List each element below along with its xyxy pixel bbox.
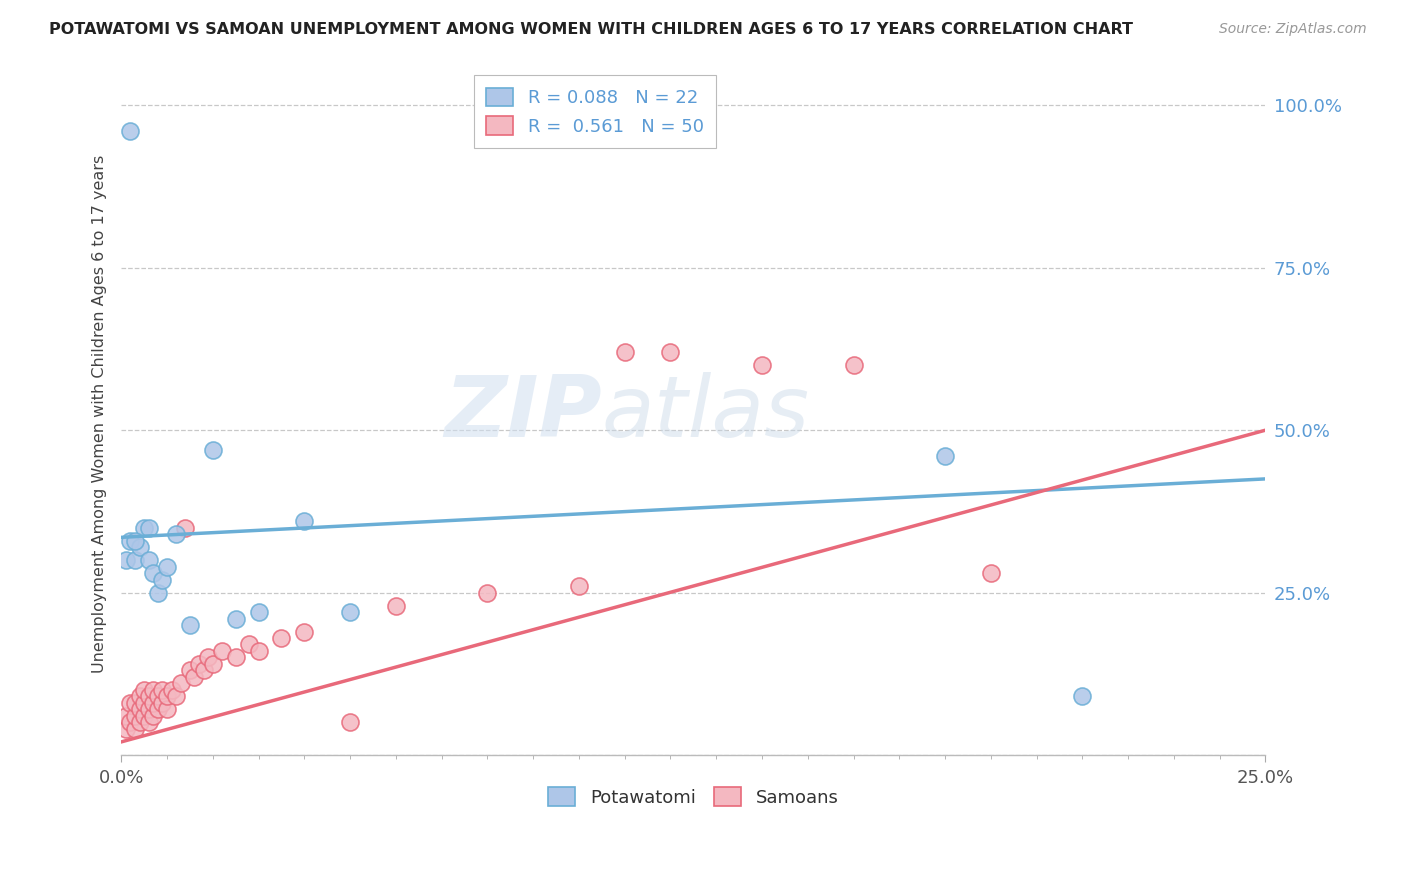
Point bbox=[385, 599, 408, 613]
Point bbox=[201, 657, 224, 671]
Point bbox=[174, 520, 197, 534]
Y-axis label: Unemployment Among Women with Children Ages 6 to 17 years: Unemployment Among Women with Children A… bbox=[93, 155, 107, 673]
Point bbox=[152, 696, 174, 710]
Point bbox=[225, 611, 247, 625]
Point bbox=[225, 650, 247, 665]
Point bbox=[138, 553, 160, 567]
Point bbox=[138, 690, 160, 704]
Point bbox=[146, 702, 169, 716]
Point bbox=[270, 631, 292, 645]
Point bbox=[842, 358, 865, 372]
Point bbox=[138, 520, 160, 534]
Point bbox=[138, 702, 160, 716]
Point bbox=[132, 682, 155, 697]
Point bbox=[247, 644, 270, 658]
Point bbox=[146, 585, 169, 599]
Point bbox=[751, 358, 773, 372]
Point bbox=[128, 540, 150, 554]
Point bbox=[132, 520, 155, 534]
Point bbox=[128, 702, 150, 716]
Point bbox=[183, 670, 205, 684]
Point bbox=[613, 345, 636, 359]
Point bbox=[477, 585, 499, 599]
Point bbox=[1071, 690, 1094, 704]
Point bbox=[142, 709, 165, 723]
Point bbox=[339, 715, 361, 730]
Point bbox=[114, 722, 136, 736]
Point bbox=[114, 553, 136, 567]
Point bbox=[124, 533, 146, 548]
Point bbox=[156, 690, 179, 704]
Point bbox=[132, 696, 155, 710]
Point bbox=[120, 124, 142, 138]
Point bbox=[132, 709, 155, 723]
Point bbox=[152, 682, 174, 697]
Point bbox=[165, 690, 187, 704]
Point bbox=[659, 345, 682, 359]
Point bbox=[339, 605, 361, 619]
Point bbox=[120, 696, 142, 710]
Legend: Potawatomi, Samoans: Potawatomi, Samoans bbox=[541, 780, 845, 814]
Point bbox=[188, 657, 211, 671]
Point bbox=[120, 533, 142, 548]
Point bbox=[152, 573, 174, 587]
Point bbox=[120, 715, 142, 730]
Point bbox=[179, 618, 201, 632]
Point bbox=[193, 664, 215, 678]
Point bbox=[160, 682, 183, 697]
Point bbox=[124, 722, 146, 736]
Point bbox=[211, 644, 233, 658]
Point bbox=[146, 690, 169, 704]
Point bbox=[292, 514, 315, 528]
Point bbox=[138, 715, 160, 730]
Point bbox=[934, 449, 956, 463]
Point bbox=[156, 559, 179, 574]
Point bbox=[114, 709, 136, 723]
Point bbox=[142, 696, 165, 710]
Point bbox=[124, 553, 146, 567]
Point bbox=[124, 696, 146, 710]
Point bbox=[980, 566, 1002, 580]
Point bbox=[238, 638, 260, 652]
Point bbox=[292, 624, 315, 639]
Point bbox=[128, 690, 150, 704]
Text: Source: ZipAtlas.com: Source: ZipAtlas.com bbox=[1219, 22, 1367, 37]
Point bbox=[197, 650, 219, 665]
Point bbox=[124, 709, 146, 723]
Point bbox=[142, 566, 165, 580]
Point bbox=[165, 527, 187, 541]
Text: ZIP: ZIP bbox=[444, 373, 602, 456]
Point bbox=[128, 715, 150, 730]
Text: POTAWATOMI VS SAMOAN UNEMPLOYMENT AMONG WOMEN WITH CHILDREN AGES 6 TO 17 YEARS C: POTAWATOMI VS SAMOAN UNEMPLOYMENT AMONG … bbox=[49, 22, 1133, 37]
Point bbox=[179, 664, 201, 678]
Point bbox=[568, 579, 591, 593]
Point bbox=[201, 442, 224, 457]
Point bbox=[170, 676, 193, 690]
Point bbox=[247, 605, 270, 619]
Text: atlas: atlas bbox=[602, 373, 810, 456]
Point bbox=[142, 682, 165, 697]
Point bbox=[156, 702, 179, 716]
